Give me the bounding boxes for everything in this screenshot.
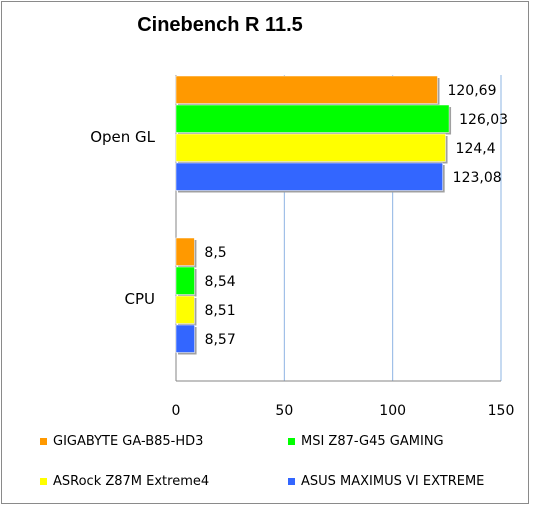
data-label: 120,69 bbox=[447, 83, 496, 99]
data-label: 8,5 bbox=[204, 245, 226, 261]
data-label: 8,57 bbox=[205, 332, 236, 348]
x-tick-label: 100 bbox=[379, 403, 406, 419]
chart-legend: GIGABYTE GA-B85-HD3 MSI Z87-G45 GAMING ASR… bbox=[40, 434, 510, 494]
bar bbox=[175, 133, 446, 162]
legend-label: ASUS MAXIMUS VI EXTREME bbox=[301, 474, 485, 489]
bar bbox=[175, 75, 438, 104]
legend-label: MSI Z87-G45 GAMING bbox=[301, 434, 444, 449]
data-label: 8,51 bbox=[204, 303, 235, 319]
category-label: Open GL bbox=[90, 128, 155, 146]
x-tick-label: 50 bbox=[275, 403, 293, 419]
category-label: CPU bbox=[125, 290, 156, 308]
bar bbox=[175, 295, 195, 324]
legend-swatch bbox=[40, 478, 47, 485]
data-label: 124,4 bbox=[456, 141, 496, 157]
legend-label: ASRock Z87M Extreme4 bbox=[53, 474, 210, 489]
legend-item: ASRock Z87M Extreme4 bbox=[40, 474, 209, 489]
legend-item: MSI Z87-G45 GAMING bbox=[288, 434, 444, 449]
bar bbox=[175, 237, 195, 266]
bar bbox=[175, 104, 450, 133]
data-label: 123,08 bbox=[453, 170, 502, 186]
bar bbox=[175, 324, 195, 353]
legend-item: GIGABYTE GA-B85-HD3 bbox=[40, 434, 203, 449]
x-tick-label: 0 bbox=[172, 403, 181, 419]
legend-swatch bbox=[288, 438, 295, 445]
data-label: 8,54 bbox=[205, 274, 236, 290]
legend-item: ASUS MAXIMUS VI EXTREME bbox=[288, 474, 484, 489]
legend-swatch bbox=[288, 478, 295, 485]
data-label: 126,03 bbox=[459, 112, 508, 128]
bar bbox=[175, 162, 443, 191]
chart-title: Cinebench R 11.5 bbox=[137, 14, 303, 36]
legend-swatch bbox=[40, 438, 47, 445]
bar bbox=[175, 266, 195, 295]
legend-label: GIGABYTE GA-B85-HD3 bbox=[53, 434, 204, 449]
x-tick-label: 150 bbox=[488, 403, 515, 419]
